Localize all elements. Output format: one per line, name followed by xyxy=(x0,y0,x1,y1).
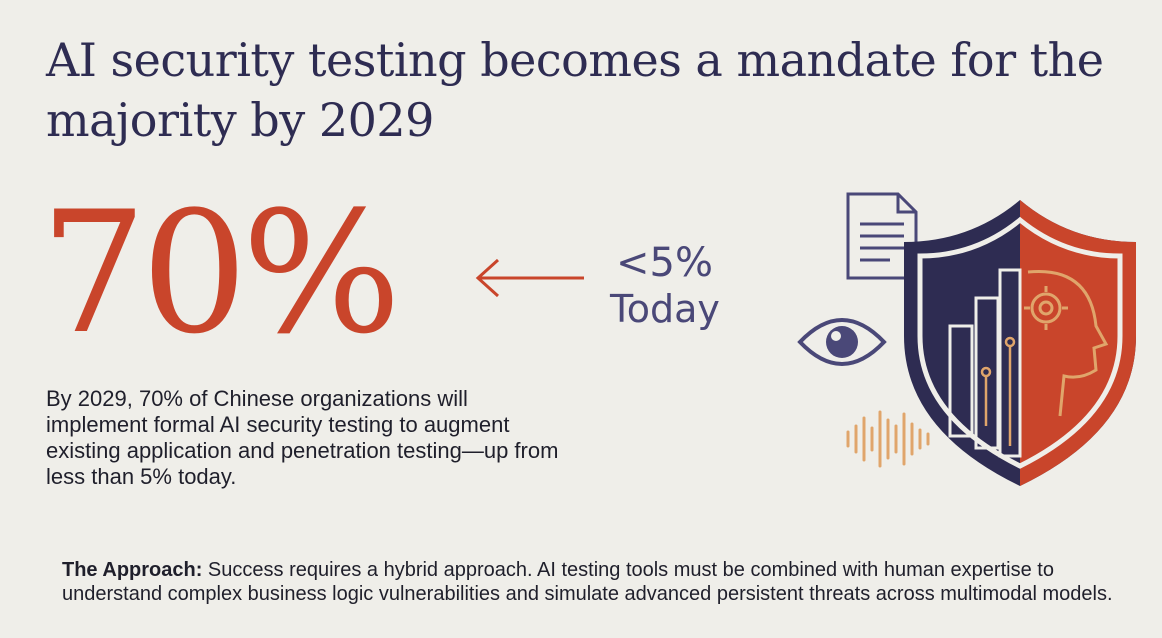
future-percentage-stat: 70% xyxy=(40,175,401,371)
approach-text: Success requires a hybrid approach. AI t… xyxy=(62,559,1113,605)
current-label: Today xyxy=(610,287,720,331)
sound-wave-icon xyxy=(846,410,930,468)
current-stat: <5% Today xyxy=(610,240,720,332)
page-title: AI security testing becomes a mandate fo… xyxy=(46,33,1104,147)
description-text: By 2029, 70% of Chinese organizations wi… xyxy=(46,386,559,489)
arrow-left-icon xyxy=(475,258,584,298)
current-percentage: <5% xyxy=(616,240,713,286)
eye-icon xyxy=(797,318,887,366)
approach-lead: The Approach: xyxy=(62,559,203,581)
approach-note: The Approach: Success requires a hybrid … xyxy=(62,558,1122,606)
shield-icon xyxy=(904,200,1136,486)
security-illustration xyxy=(797,192,1136,486)
document-icon xyxy=(846,192,918,280)
